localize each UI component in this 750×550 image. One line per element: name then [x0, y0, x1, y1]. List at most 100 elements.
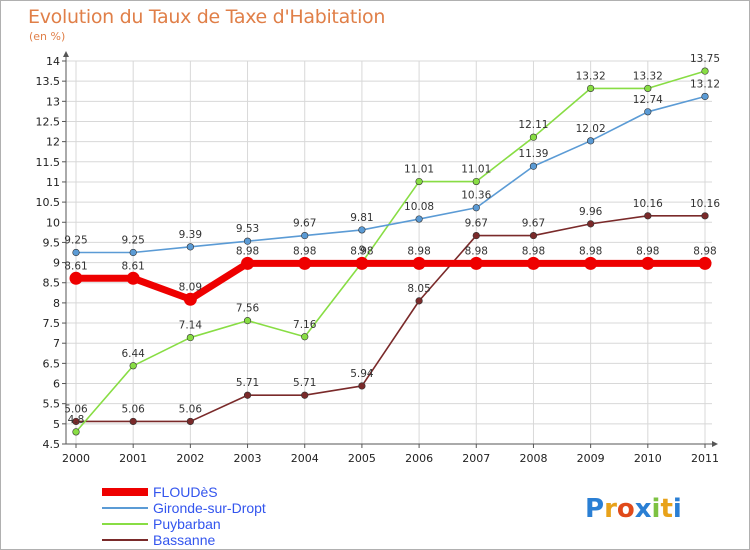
- data-label: 10.08: [404, 201, 434, 213]
- series-point: [698, 256, 712, 270]
- series-line: [76, 95, 706, 254]
- data-label: 5.94: [350, 368, 374, 380]
- data-label: 8.98: [350, 245, 373, 257]
- series-point: [644, 212, 652, 220]
- series-point: [415, 297, 423, 305]
- series-point: [472, 204, 480, 212]
- data-label: 6.44: [121, 348, 145, 360]
- logo-letter: x: [635, 494, 652, 524]
- series-point: [129, 417, 137, 426]
- series-point: [186, 333, 194, 342]
- data-label: 9.39: [179, 229, 202, 241]
- logo-letter: t: [660, 494, 672, 524]
- series-point: [358, 382, 366, 390]
- y-tick-label: 13.5: [36, 75, 61, 88]
- series-point: [587, 220, 595, 228]
- series-point: [358, 226, 366, 234]
- x-tick-label: 2004: [291, 452, 319, 465]
- x-tick-label: 2001: [119, 452, 147, 465]
- data-label: 8.09: [179, 281, 202, 293]
- series-point: [72, 248, 80, 257]
- x-tick-label: 2008: [519, 452, 547, 465]
- y-tick-label: 9.5: [43, 236, 61, 249]
- y-tick-label: 11: [46, 176, 60, 189]
- data-label: 8.98: [579, 245, 602, 257]
- series-point: [301, 333, 309, 341]
- logo-letter: P: [585, 494, 604, 524]
- series-point: [644, 108, 652, 116]
- y-tick-label: 12: [46, 136, 60, 149]
- data-label: 5.06: [121, 403, 145, 415]
- data-label: 8.98: [293, 245, 316, 257]
- y-tick-label: 7: [53, 337, 60, 350]
- y-tick-label: 10.5: [36, 196, 61, 209]
- y-tick-label: 12.5: [36, 115, 61, 128]
- series-point: [298, 256, 312, 270]
- data-label: 9.25: [64, 235, 87, 247]
- axes: [62, 51, 718, 448]
- series-point: [415, 215, 423, 223]
- series-point: [415, 177, 423, 186]
- logo-letter: r: [604, 494, 617, 524]
- y-tick-label: 4.5: [43, 438, 61, 451]
- series-3: [72, 212, 709, 426]
- y-tick-label: 6.5: [43, 357, 61, 370]
- data-label: 11.39: [518, 148, 548, 160]
- data-label: 9: [359, 245, 366, 257]
- y-tick-label: 7.5: [43, 317, 61, 330]
- data-label: 9.67: [465, 218, 488, 230]
- data-label: 13.75: [690, 53, 720, 65]
- chart-title: Evolution du Taux de Taxe d'Habitation: [28, 6, 386, 28]
- data-label: 8.98: [236, 245, 259, 257]
- x-tick-label: 2002: [176, 452, 204, 465]
- data-label: 5.06: [179, 403, 203, 415]
- x-tick-label: 2007: [462, 452, 490, 465]
- x-tick-label: 2000: [62, 452, 90, 465]
- data-label: 9.53: [236, 223, 259, 235]
- grid: [66, 60, 712, 445]
- data-label: 13.32: [576, 70, 606, 82]
- data-label: 9.67: [522, 218, 545, 230]
- x-tick-label: 2009: [577, 452, 605, 465]
- series-point: [301, 231, 309, 240]
- data-label: 5.06: [64, 403, 88, 415]
- series-point: [472, 231, 480, 240]
- data-label: 11.01: [404, 164, 434, 176]
- chart-unit: (en %): [29, 30, 66, 43]
- series-point: [701, 67, 709, 75]
- series-line: [75, 70, 706, 433]
- data-labels: 8.61 8.61 8.09 8.98 8.98 8.98 8.98 8.98 8.98 8.98…: [64, 53, 720, 426]
- series-point: [129, 248, 137, 257]
- data-label: 8.98: [522, 245, 545, 257]
- data-label: 10.16: [633, 198, 663, 210]
- legend-label: Bassanne: [153, 532, 215, 548]
- series-point: [584, 256, 598, 270]
- x-tick-label: 2010: [634, 452, 662, 465]
- logo-letter: i: [652, 494, 661, 524]
- y-tick-label: 14: [46, 55, 60, 68]
- series-point: [529, 133, 538, 141]
- data-label: 8.98: [636, 245, 659, 257]
- series-point: [587, 137, 595, 145]
- series-point: [186, 417, 194, 426]
- series-point: [529, 162, 538, 170]
- x-tick-label: 2011: [691, 452, 719, 465]
- series-point: [641, 256, 655, 270]
- series-0: [69, 256, 712, 306]
- data-label: 12.11: [518, 119, 548, 131]
- data-label: 7.14: [179, 320, 203, 332]
- series-point: [69, 271, 83, 285]
- legend-label: Gironde-sur-Dropt: [153, 500, 266, 516]
- data-label: 10.36: [461, 190, 491, 202]
- series-point: [701, 92, 709, 101]
- data-label: 8.98: [465, 245, 488, 257]
- data-label: 11.01: [461, 164, 491, 176]
- data-label: 5.71: [293, 377, 316, 389]
- x-tick-label: 2005: [348, 452, 376, 465]
- x-axis-arrow: [712, 441, 718, 447]
- y-tick-label: 13: [46, 95, 60, 108]
- series-point: [472, 177, 480, 186]
- data-label: 13.12: [690, 78, 720, 90]
- series-line: [76, 215, 705, 423]
